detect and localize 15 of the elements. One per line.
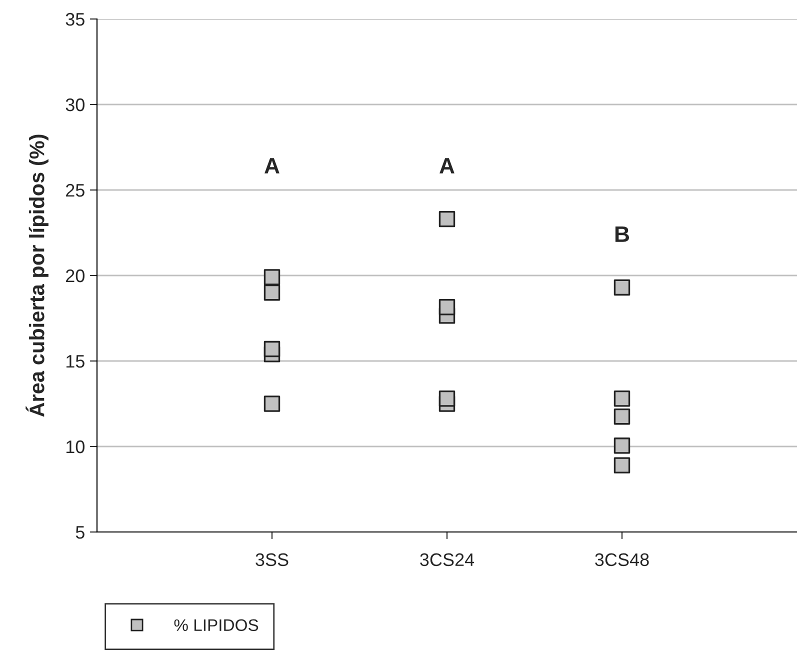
y-tick-label: 10 <box>66 440 84 454</box>
legend-label: % LIPIDOS <box>174 619 258 632</box>
annotation: A <box>440 158 454 174</box>
x-tick-label: 3SS <box>256 553 288 566</box>
y-tick-label: 30 <box>66 98 84 112</box>
y-tick-label: 20 <box>66 269 84 282</box>
annotation: A <box>264 158 280 174</box>
y-tick-label: 25 <box>66 184 84 197</box>
x-tick-label: 3CS48 <box>595 553 649 566</box>
y-tick-label: 5 <box>76 526 84 539</box>
y-tick-label: 15 <box>66 355 84 368</box>
x-tick-label: 3CS24 <box>420 553 474 566</box>
annotation: B <box>615 226 630 242</box>
y-tick-label: 35 <box>66 12 84 26</box>
y-axis-title: Área cubierta por lípidos (%) <box>26 134 48 417</box>
